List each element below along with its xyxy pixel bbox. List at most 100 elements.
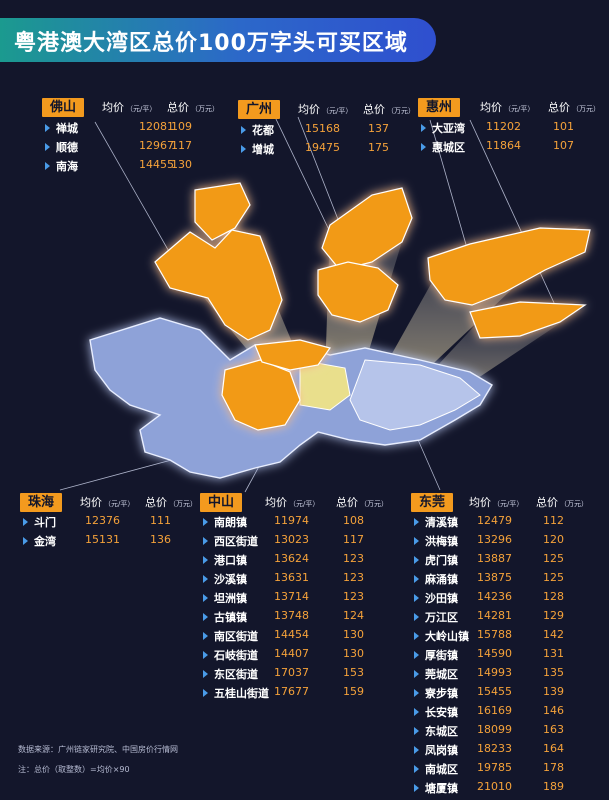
area-row: 凤岗镇 18233 164 (411, 741, 601, 760)
bullet-arrow-icon (414, 575, 419, 583)
bullet-arrow-icon (414, 689, 419, 697)
region-tag-zhuhai: 珠海 (20, 493, 63, 512)
huadu-area (321, 187, 413, 271)
area-total: 163 (543, 723, 564, 736)
bullet-arrow-icon (414, 537, 419, 545)
bullet-arrow-icon (414, 518, 419, 526)
area-name: 洪梅镇 (425, 535, 458, 548)
area-row: 坦洲镇 13714 123 (200, 589, 400, 608)
area-name: 南海 (56, 160, 78, 173)
area-row: 花都 15168 137 (238, 121, 413, 140)
region-panel-dongguan: 东莞 均价 （元/平） 总价 （万元） 清溪镇 12479 112 洪梅镇 13296 120 虎门镇… (411, 493, 601, 795)
area-row: 沙田镇 14236 128 (411, 589, 601, 608)
area-name: 南朗镇 (214, 516, 247, 529)
area-price: 12967 (139, 139, 174, 152)
area-row: 惠城区 11864 107 (418, 138, 593, 157)
area-name: 斗门 (34, 516, 56, 529)
bullet-arrow-icon (414, 632, 419, 640)
area-price: 14455 (139, 158, 174, 171)
area-total: 131 (543, 647, 564, 660)
area-price: 12081 (139, 120, 174, 133)
area-total: 130 (343, 628, 364, 641)
area-price: 14993 (477, 666, 512, 679)
bullet-arrow-icon (203, 651, 208, 659)
total-column-unit: （万元） (360, 500, 388, 508)
area-price: 11202 (486, 120, 521, 133)
area-total: 117 (343, 533, 364, 546)
area-row: 清溪镇 12479 112 (411, 513, 601, 532)
area-price: 14236 (477, 590, 512, 603)
area-price: 13875 (477, 571, 512, 584)
total-column-header: 总价 （万元） (145, 494, 197, 510)
area-total: 146 (543, 704, 564, 717)
region-tag-dongguan: 东莞 (411, 493, 454, 512)
area-total: 112 (543, 514, 564, 527)
selected-territories (154, 182, 591, 431)
area-row: 万江区 14281 129 (411, 608, 601, 627)
price-column-unit: （元/平） (104, 500, 135, 508)
area-name: 禅城 (56, 122, 78, 135)
price-column-header: 均价 （元/平） (298, 101, 352, 117)
area-row: 麻涌镇 13875 125 (411, 570, 601, 589)
price-column-header: 均价 （元/平） (80, 494, 134, 510)
area-row: 大亚湾 11202 101 (418, 119, 593, 138)
area-name: 金湾 (34, 535, 56, 548)
total-column-header: 总价 （万元） (536, 494, 588, 510)
area-row: 寮步镇 15455 139 (411, 684, 601, 703)
area-row: 石岐街道 14407 130 (200, 646, 400, 665)
total-column-unit: （万元） (560, 500, 588, 508)
bullet-arrow-icon (203, 575, 208, 583)
bullet-arrow-icon (414, 708, 419, 716)
price-column-label: 均价 (298, 103, 320, 116)
huicheng-area (427, 227, 591, 306)
area-total: 175 (368, 141, 389, 154)
area-row: 南海 14455 130 (42, 157, 217, 176)
price-column-label: 均价 (469, 496, 491, 509)
area-total: 123 (343, 552, 364, 565)
price-column-unit: （元/平） (504, 105, 535, 113)
area-name: 清溪镇 (425, 516, 458, 529)
source-footnote: 数据来源：广州链家研究院、中国房价行情网 (18, 745, 178, 754)
area-price: 13887 (477, 552, 512, 565)
region-panel-zhuhai: 珠海 均价 （元/平） 总价 （万元） 斗门 12376 111 金湾 15131 136 (20, 493, 197, 553)
area-name: 坦洲镇 (214, 592, 247, 605)
bullet-arrow-icon (203, 632, 208, 640)
price-column-header: 均价 （元/平） (265, 494, 319, 510)
total-column-label: 总价 (167, 101, 189, 114)
area-total: 117 (171, 139, 192, 152)
foshan-area (154, 229, 283, 341)
area-name: 古镇镇 (214, 611, 247, 624)
area-price: 14407 (274, 647, 309, 660)
area-name: 莞城区 (425, 668, 458, 681)
area-total: 164 (543, 742, 564, 755)
bullet-arrow-icon (45, 143, 50, 151)
area-price: 18099 (477, 723, 512, 736)
area-name: 寮步镇 (425, 687, 458, 700)
total-column-label: 总价 (548, 101, 570, 114)
area-name: 麻涌镇 (425, 573, 458, 586)
area-price: 12479 (477, 514, 512, 527)
area-name: 花都 (252, 124, 274, 137)
area-price: 13748 (274, 609, 309, 622)
total-column-header: 总价 （万元） (363, 101, 415, 117)
area-total: 153 (343, 666, 364, 679)
area-name: 南城区 (425, 763, 458, 776)
area-total: 142 (543, 628, 564, 641)
region-panel-zhongshan: 中山 均价 （元/平） 总价 （万元） 南朗镇 11974 108 西区街道 13023 117 港口… (200, 493, 400, 700)
total-column-unit: （万元） (169, 500, 197, 508)
area-total: 123 (343, 571, 364, 584)
area-row: 沙溪镇 13631 123 (200, 570, 400, 589)
area-row: 顺德 12967 117 (42, 138, 217, 157)
area-name: 厚街镇 (425, 649, 458, 662)
area-total: 137 (368, 122, 389, 135)
area-name: 虎门镇 (425, 554, 458, 567)
bullet-arrow-icon (414, 784, 419, 792)
area-total: 130 (171, 158, 192, 171)
area-price: 21010 (477, 780, 512, 793)
bullet-arrow-icon (241, 126, 246, 134)
bullet-arrow-icon (241, 145, 246, 153)
area-total: 101 (553, 120, 574, 133)
bullet-arrow-icon (414, 746, 419, 754)
price-column-header: 均价 （元/平） (469, 494, 523, 510)
area-total: 120 (543, 533, 564, 546)
